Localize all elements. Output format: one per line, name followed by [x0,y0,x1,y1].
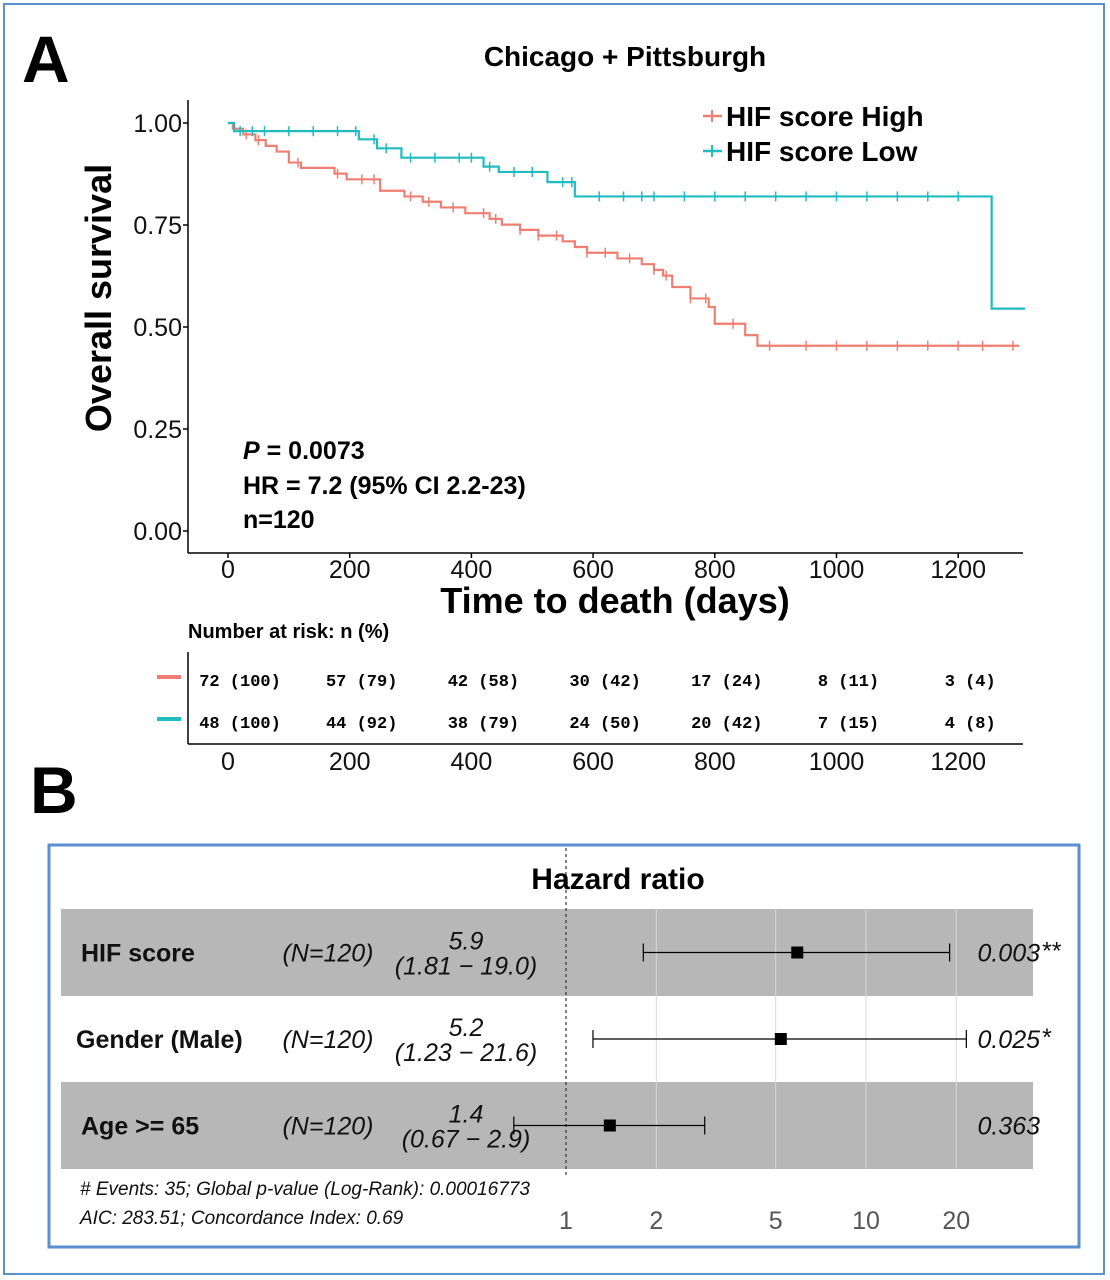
km-curves [228,121,1026,351]
risk-x-tick-label: 600 [572,748,614,776]
km-x-tick-label: 400 [451,556,493,584]
km-sample-size: n=120 [243,506,315,534]
forest-point-estimate [603,1119,616,1132]
risk-table-cell: 24 (50) [569,715,640,734]
forest-p-value: 0.025 [977,1026,1040,1054]
forest-p-value: 0.363 [977,1113,1040,1141]
forest-hr-value: 5.2 [449,1014,484,1042]
forest-significance-stars: * [1041,1024,1052,1052]
forest-x-tick-label: 1 [559,1207,573,1235]
risk-table: 72 (100) 57 (79) 42 (58) 30 (42) 17 (24) 8 (1… [157,673,996,734]
risk-x-tick-label: 400 [451,748,493,776]
forest-p-value: 0.003 [977,940,1040,968]
km-curve-high [228,121,1020,347]
km-title: Chicago + Pittsburgh [484,41,766,72]
figure-frame [3,3,1105,1275]
risk-table-cell: 57 (79) [326,673,397,692]
forest-hr-value: 1.4 [449,1101,484,1129]
forest-frame [47,843,1081,1249]
risk-table-cell: 38 (79) [448,715,519,734]
risk-table-cell: 8 (11) [818,673,879,692]
km-p-value: P = 0.0073 [243,437,365,465]
forest-plot: 1 2 5 10 20 HIF score (N=120) 5.9(1.81 − 19.0) 0… [61,848,1062,1235]
km-legend: HIF score High HIF score Low [703,101,924,167]
forest-ci-value: (1.23 − 21.6) [395,1039,537,1067]
km-y-tick-label: 1.00 [133,110,182,138]
km-p-label: P [243,437,260,465]
forest-x-tick-label: 10 [852,1207,880,1235]
risk-x-tick-label: 1000 [809,748,865,776]
km-x-tick-label: 0 [221,556,235,584]
km-y-tick-label: 0.25 [133,416,182,444]
risk-table-cell: 44 (92) [326,715,397,734]
forest-point-estimate [791,946,804,959]
km-x-tick-label: 800 [694,556,736,584]
forest-ci-value: (1.81 − 19.0) [395,953,537,981]
risk-table-cell: 30 (42) [569,673,640,692]
km-hazard-ratio: HR = 7.2 (95% CI 2.2-23) [243,472,526,500]
risk-table-cell: 72 (100) [199,673,281,692]
risk-x-tick-label: 800 [694,748,736,776]
forest-x-tick-label: 2 [649,1207,663,1235]
km-x-tick-label: 600 [572,556,614,584]
risk-table-cell: 42 (58) [448,673,519,692]
km-x-tick-label: 1000 [809,556,865,584]
km-x-ticks: 0 200 400 600 800 1000 1200 [221,553,986,584]
forest-x-tick-label: 5 [769,1207,783,1235]
forest-ci-value: (0.67 − 2.9) [402,1126,531,1154]
risk-table-cell: 7 (15) [818,715,879,734]
km-y-tick-label: 0.50 [133,314,182,342]
risk-table-cell: 20 (42) [691,715,762,734]
forest-title: Hazard ratio [531,863,704,896]
forest-point-estimate [774,1033,787,1045]
risk-table-cell: 48 (100) [199,715,281,734]
risk-x-tick-label: 1200 [930,748,986,776]
km-y-tick-label: 0.00 [133,518,182,546]
risk-x-tick-label: 0 [221,748,235,776]
km-curve-low [228,121,1026,310]
forest-variable-label: Gender (Male) [76,1026,243,1054]
forest-variable-label: Age >= 65 [81,1113,199,1141]
km-x-axis-title: Time to death (days) [440,580,789,621]
forest-n-label: (N=120) [282,1113,373,1141]
km-p-number: = 0.0073 [260,437,365,465]
panel-label-a: A [22,22,70,96]
forest-hr-value: 5.9 [449,928,484,956]
km-x-tick-label: 200 [329,556,371,584]
risk-x-ticks: 0 200 400 600 800 1000 1200 [221,748,986,776]
risk-table-cell: 3 (4) [945,673,996,692]
legend-label-high: HIF score High [726,101,924,132]
km-y-tick-label: 0.75 [133,212,182,240]
km-x-tick-label: 1200 [930,556,986,584]
forest-footnote-aic: AIC: 283.51; Concordance Index: 0.69 [79,1208,404,1229]
forest-n-label: (N=120) [282,940,373,968]
forest-footnote-events: # Events: 35; Global p-value (Log-Rank):… [80,1179,530,1200]
km-y-axis-title: Overall survival [78,164,119,432]
panel-label-b: B [30,753,78,827]
km-y-ticks: 0.00 0.25 0.50 0.75 1.00 [133,110,188,546]
legend-label-low: HIF score Low [726,136,918,167]
risk-table-title: Number at risk: n (%) [188,621,389,643]
forest-variable-label: HIF score [81,940,195,968]
risk-table-cell: 4 (8) [945,715,996,734]
forest-x-tick-label: 20 [942,1207,970,1235]
risk-table-cell: 17 (24) [691,673,762,692]
forest-significance-stars: ** [1041,938,1062,966]
forest-n-label: (N=120) [282,1026,373,1054]
risk-x-tick-label: 200 [329,748,371,776]
